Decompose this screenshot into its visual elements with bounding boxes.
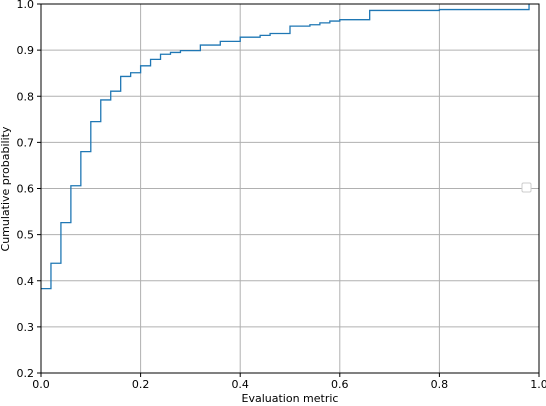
- y-tick-label: 0.7: [17, 136, 35, 149]
- x-axis: 0.0 0.2 0.4 0.6 0.8 1.0: [32, 373, 546, 391]
- y-axis: 0.2 0.3 0.4 0.5 0.6 0.7 0.8 0.9 1.0: [17, 0, 41, 380]
- x-tick-label: 0.6: [331, 378, 349, 391]
- cdf-step-line: [41, 4, 530, 290]
- x-tick-label: 0.8: [431, 378, 449, 391]
- y-tick-label: 0.8: [17, 90, 35, 103]
- y-tick-label: 0.9: [17, 44, 35, 57]
- y-tick-label: 0.3: [17, 321, 35, 334]
- y-tick-label: 0.6: [17, 183, 35, 196]
- x-axis-title: Evaluation metric: [242, 392, 339, 405]
- legend-box: [521, 182, 532, 193]
- x-tick-label: 0.0: [32, 378, 50, 391]
- y-tick-label: 0.5: [17, 229, 35, 242]
- x-tick-label: 0.2: [132, 378, 150, 391]
- x-tick-label: 1.0: [530, 378, 546, 391]
- grid-lines: [40, 3, 540, 374]
- y-axis-title: Cumulative probability: [0, 126, 12, 251]
- x-tick-label: 0.4: [231, 378, 249, 391]
- series-group: [40, 3, 530, 290]
- y-tick-label: 1.0: [17, 0, 35, 11]
- y-tick-label: 0.2: [17, 367, 35, 380]
- y-tick-label: 0.4: [17, 275, 35, 288]
